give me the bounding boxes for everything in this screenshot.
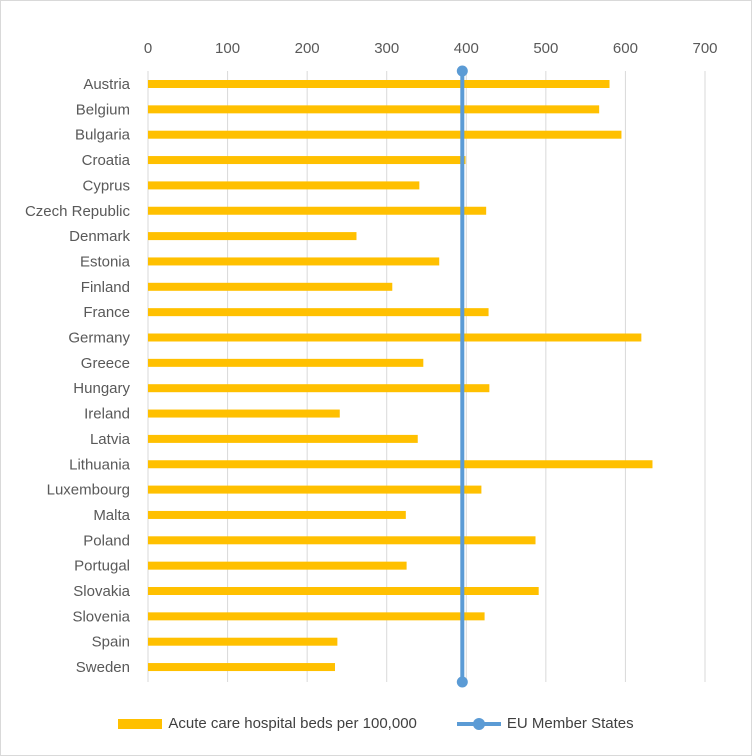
- y-tick-label: Malta: [93, 507, 130, 524]
- y-tick-label: Ireland: [84, 406, 130, 423]
- bar: [148, 510, 406, 519]
- bar: [148, 663, 335, 672]
- bar: [148, 612, 485, 621]
- bar: [148, 409, 340, 418]
- bar: [148, 181, 420, 190]
- x-tick-label: 400: [454, 40, 479, 57]
- bar: [148, 434, 418, 443]
- x-tick-label: 0: [144, 40, 152, 57]
- y-tick-label: Austria: [83, 76, 130, 93]
- y-tick-label: Czech Republic: [25, 203, 131, 220]
- x-tick-label: 200: [295, 40, 320, 57]
- eu-marker: [456, 676, 468, 688]
- chart-plot: 0 100 200 300 400 500 600 700 Austria Belgium Bulg…: [25, 40, 718, 688]
- bar: [148, 384, 490, 393]
- bar: [148, 358, 424, 367]
- y-tick-label: Sweden: [76, 659, 130, 676]
- bar: [148, 156, 466, 165]
- y-tick-label: Portugal: [74, 558, 130, 575]
- y-tick-label: Cyprus: [82, 177, 130, 194]
- y-tick-label: Poland: [83, 532, 130, 549]
- legend-swatch-bar: [118, 718, 163, 729]
- x-tick-label: 300: [374, 40, 399, 57]
- x-tick-label: 700: [692, 40, 717, 57]
- y-tick-label: Latvia: [90, 431, 131, 448]
- y-tick-label: Slovakia: [73, 583, 130, 600]
- x-tick-label: 100: [215, 40, 240, 57]
- bar: [148, 105, 600, 114]
- y-tick-label: Croatia: [82, 152, 131, 169]
- y-tick-label: Estonia: [80, 253, 131, 270]
- y-tick-label: Greece: [81, 355, 130, 372]
- bar: [148, 80, 610, 88]
- y-tick-label: Lithuania: [69, 456, 131, 473]
- bar: [148, 130, 622, 139]
- bar: [148, 485, 482, 494]
- bar: [148, 333, 642, 342]
- y-tick-label: France: [83, 304, 130, 321]
- bar: [148, 308, 489, 317]
- bar: [148, 282, 393, 291]
- eu-marker: [456, 65, 468, 77]
- y-tick-label: Denmark: [69, 228, 130, 245]
- bar: [148, 587, 539, 595]
- y-tick-label: Hungary: [73, 380, 130, 397]
- legend: Acute care hospital beds per 100,000 EU …: [1, 715, 751, 732]
- y-tick-label: Bulgaria: [75, 127, 131, 144]
- bar: [148, 460, 653, 469]
- y-tick-label: Belgium: [76, 101, 130, 118]
- x-tick-label: 600: [613, 40, 638, 57]
- bar: [148, 637, 338, 646]
- legend-item-beds: Acute care hospital beds per 100,000: [118, 715, 417, 732]
- bar: [148, 536, 536, 545]
- y-tick-label: Slovenia: [72, 608, 130, 625]
- y-tick-label: Luxembourg: [47, 482, 130, 499]
- y-tick-label: Finland: [81, 279, 130, 296]
- bar: [148, 257, 440, 266]
- x-tick-label: 500: [533, 40, 558, 57]
- bar: [148, 206, 487, 215]
- legend-swatch-line: [456, 717, 501, 730]
- bar: [148, 232, 357, 241]
- y-tick-label: Spain: [92, 634, 130, 651]
- legend-label: Acute care hospital beds per 100,000: [168, 715, 417, 732]
- legend-label: EU Member States: [506, 715, 634, 732]
- y-tick-label: Germany: [68, 330, 130, 347]
- bar: [148, 561, 407, 570]
- legend-item-eu: EU Member States: [456, 715, 634, 732]
